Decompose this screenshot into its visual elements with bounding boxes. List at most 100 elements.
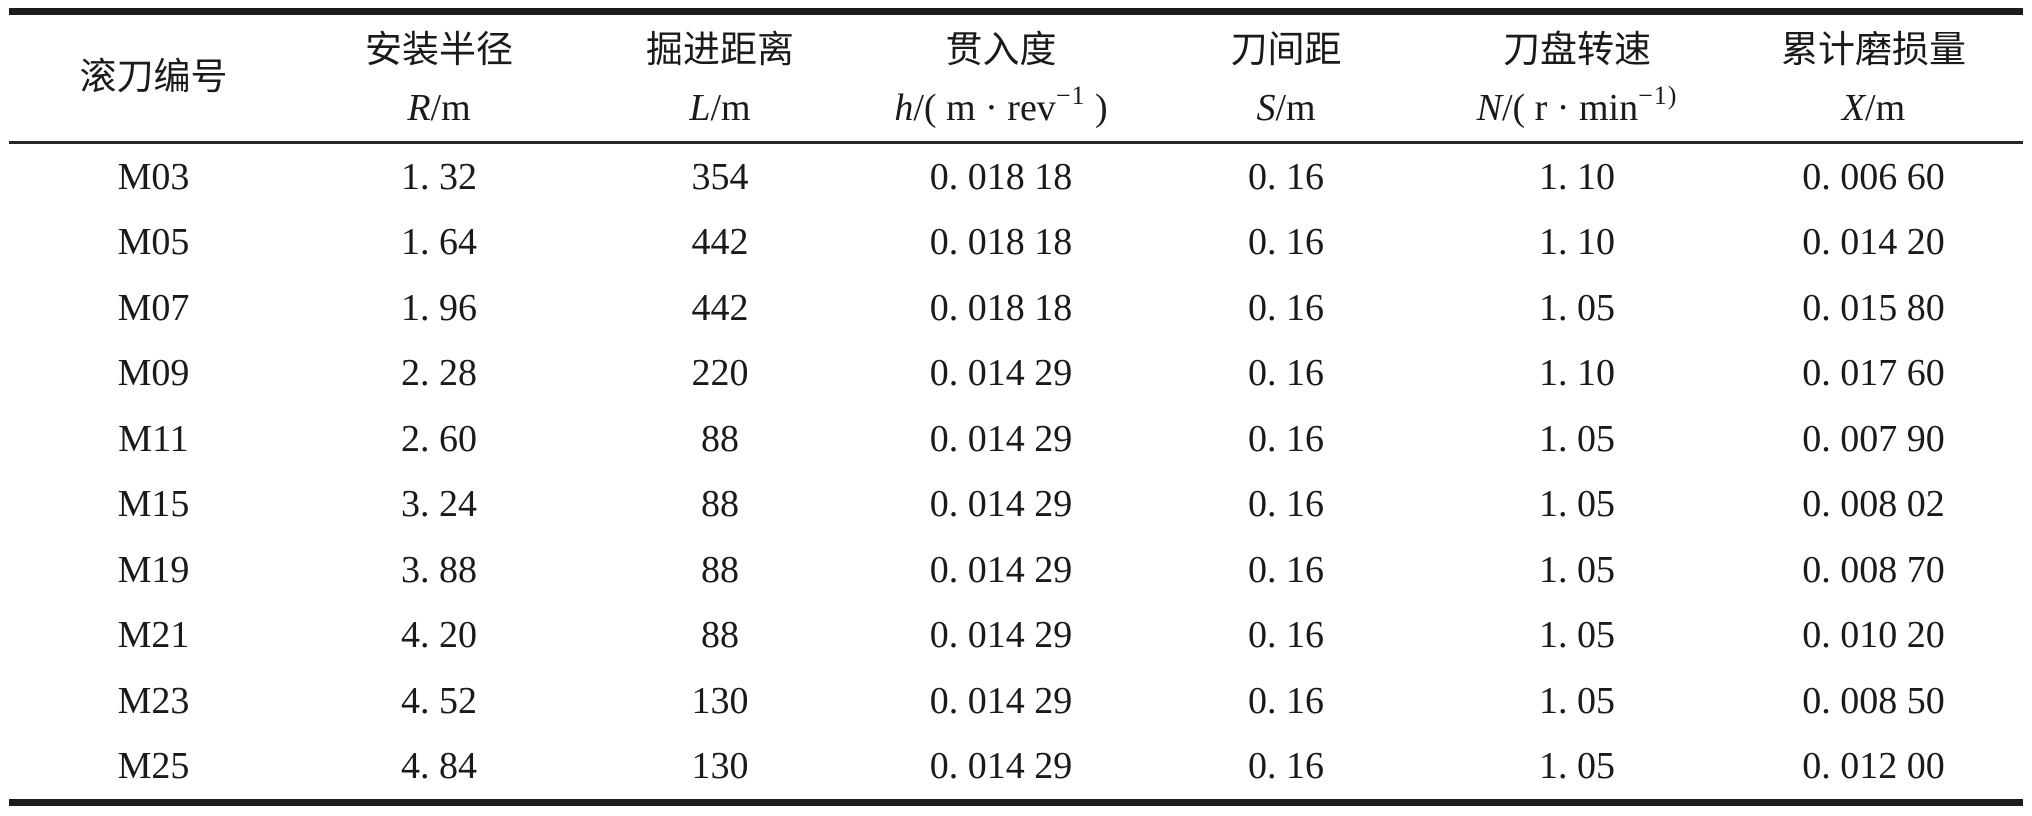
unit-symbol: R [407, 87, 431, 129]
cell-cutterhead-speed: 1. 05 [1539, 679, 1615, 722]
col-header-cumulative-wear: 累计磨损量 X/m [1724, 12, 2023, 143]
cell-cumulative-wear: 0. 008 70 [1802, 548, 1945, 591]
unit-text: ) [1085, 87, 1108, 129]
cell-cutter-spacing: 0. 16 [1248, 614, 1324, 657]
cell-penetration: 0. 014 29 [929, 745, 1073, 788]
cell-cutter-number: M15 [117, 483, 190, 526]
unit-symbol: L [689, 87, 711, 129]
col-header-label: 安装半径 [365, 30, 513, 71]
cell-advance-distance: 130 [691, 679, 749, 722]
cell-cutterhead-speed: 1. 10 [1539, 221, 1615, 264]
cell-advance-distance: 88 [701, 417, 739, 460]
col-header-unit: N/( r · min−1) [1430, 83, 1724, 133]
cell-advance-distance: 88 [701, 483, 739, 526]
table-row: M15 3. 24 88 0. 014 29 0. 16 1. 05 0. 008 02 [9, 472, 2023, 538]
cell-advance-distance: 220 [691, 352, 749, 395]
cell-advance-distance: 88 [701, 614, 739, 657]
cell-cumulative-wear: 0. 007 90 [1802, 417, 1945, 460]
unit-text: /( m · rev [913, 87, 1056, 129]
cell-cutterhead-speed: 1. 05 [1539, 417, 1615, 460]
unit-symbol: h [894, 87, 914, 129]
cell-cutter-spacing: 0. 16 [1248, 548, 1324, 591]
cell-install-radius: 1. 32 [401, 155, 477, 198]
cell-advance-distance: 354 [691, 155, 749, 198]
cell-cutterhead-speed: 1. 05 [1539, 483, 1615, 526]
cell-penetration: 0. 014 29 [929, 352, 1073, 395]
col-header-unit: h/( m · rev−1 ) [860, 83, 1142, 133]
table-row: M07 1. 96 442 0. 018 18 0. 16 1. 05 0. 015 80 [9, 275, 2023, 341]
col-header-label: 贯入度 [945, 30, 1057, 71]
unit-superscript: −1 [1055, 81, 1086, 110]
cell-cutterhead-speed: 1. 05 [1539, 286, 1615, 329]
col-header-install-radius: 安装半径 R/m [298, 12, 580, 143]
col-header-cutterhead-speed: 刀盘转速 N/( r · min−1) [1430, 12, 1724, 143]
cell-install-radius: 1. 96 [401, 286, 477, 329]
unit-symbol: X [1841, 87, 1866, 129]
table-body: M03 1. 32 354 0. 018 18 0. 16 1. 10 0. 006 60 M… [9, 143, 2023, 803]
cell-install-radius: 4. 52 [401, 679, 477, 722]
cell-penetration: 0. 014 29 [929, 614, 1073, 657]
cell-advance-distance: 442 [691, 221, 749, 264]
cell-cutter-spacing: 0. 16 [1248, 221, 1324, 264]
header-row: 滚刀编号 安装半径 R/m 掘进距离 L/m 贯入度 h/( m · rev−1… [9, 12, 2023, 143]
col-header-unit: S/m [1142, 83, 1430, 133]
cell-cutter-spacing: 0. 16 [1248, 417, 1324, 460]
cell-cutterhead-speed: 1. 05 [1539, 745, 1615, 788]
cell-cutter-number: M19 [117, 548, 190, 591]
col-header-label: 掘进距离 [646, 30, 794, 71]
cell-advance-distance: 130 [691, 745, 749, 788]
unit-symbol: S [1256, 87, 1276, 129]
table-row: M19 3. 88 88 0. 014 29 0. 16 1. 05 0. 008 70 [9, 537, 2023, 603]
cell-cumulative-wear: 0. 012 00 [1802, 745, 1945, 788]
cell-install-radius: 4. 84 [401, 745, 477, 788]
table-row: M23 4. 52 130 0. 014 29 0. 16 1. 05 0. 008 50 [9, 668, 2023, 734]
unit-text: /m [430, 87, 471, 129]
cell-cumulative-wear: 0. 014 20 [1802, 221, 1945, 264]
cell-cutter-spacing: 0. 16 [1248, 286, 1324, 329]
col-header-label: 刀盘转速 [1503, 30, 1651, 71]
unit-text: /m [1275, 87, 1316, 129]
col-header-advance-distance: 掘进距离 L/m [580, 12, 860, 143]
cell-cutter-spacing: 0. 16 [1248, 679, 1324, 722]
cell-advance-distance: 88 [701, 548, 739, 591]
col-header-label: 刀间距 [1230, 30, 1342, 71]
cell-cutter-number: M03 [117, 155, 190, 198]
cell-penetration: 0. 014 29 [929, 548, 1073, 591]
cell-install-radius: 2. 28 [401, 352, 477, 395]
cell-cutter-number: M11 [118, 417, 189, 460]
cell-cutter-spacing: 0. 16 [1248, 745, 1324, 788]
cell-cutter-spacing: 0. 16 [1248, 483, 1324, 526]
cell-cumulative-wear: 0. 008 50 [1802, 679, 1945, 722]
cell-install-radius: 4. 20 [401, 614, 477, 657]
unit-text: /m [1865, 87, 1906, 129]
cell-cutter-number: M05 [117, 221, 190, 264]
cell-install-radius: 2. 60 [401, 417, 477, 460]
col-header-unit: L/m [580, 83, 860, 133]
col-header-cutter-spacing: 刀间距 S/m [1142, 12, 1430, 143]
cell-cumulative-wear: 0. 015 80 [1802, 286, 1945, 329]
cell-penetration: 0. 018 18 [929, 286, 1073, 329]
table-header: 滚刀编号 安装半径 R/m 掘进距离 L/m 贯入度 h/( m · rev−1… [9, 12, 2023, 143]
cell-cutterhead-speed: 1. 05 [1539, 548, 1615, 591]
cell-penetration: 0. 014 29 [929, 417, 1073, 460]
cell-cutter-number: M25 [117, 745, 190, 788]
cell-penetration: 0. 014 29 [929, 483, 1073, 526]
table-row: M11 2. 60 88 0. 014 29 0. 16 1. 05 0. 007 90 [9, 406, 2023, 472]
cell-penetration: 0. 018 18 [929, 155, 1073, 198]
cell-cutterhead-speed: 1. 10 [1539, 352, 1615, 395]
cell-cumulative-wear: 0. 006 60 [1802, 155, 1945, 198]
table-row: M21 4. 20 88 0. 014 29 0. 16 1. 05 0. 010 20 [9, 603, 2023, 669]
unit-superscript: −1) [1638, 81, 1678, 110]
table-row: M05 1. 64 442 0. 018 18 0. 16 1. 10 0. 014 20 [9, 210, 2023, 276]
cell-cutter-number: M23 [117, 679, 190, 722]
col-header-label: 滚刀编号 [79, 57, 228, 98]
cell-penetration: 0. 014 29 [929, 679, 1073, 722]
col-header-label: 累计磨损量 [1781, 30, 1966, 71]
cell-install-radius: 3. 88 [401, 548, 477, 591]
col-header-cutter-number: 滚刀编号 [9, 12, 298, 143]
cell-install-radius: 1. 64 [401, 221, 477, 264]
col-header-unit: R/m [298, 83, 580, 133]
cell-cutter-spacing: 0. 16 [1248, 352, 1324, 395]
table-row: M09 2. 28 220 0. 014 29 0. 16 1. 10 0. 017 60 [9, 341, 2023, 407]
